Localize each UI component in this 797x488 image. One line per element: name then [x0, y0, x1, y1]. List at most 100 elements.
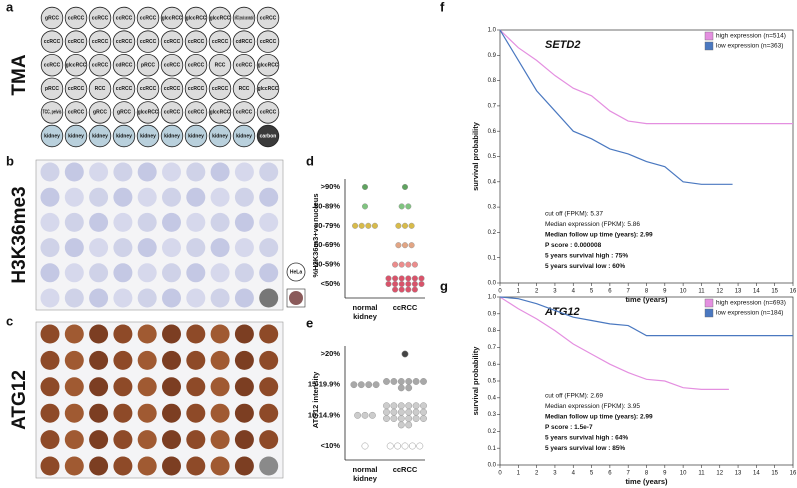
x-tick-label: 7: [627, 471, 631, 477]
atg12-core: [210, 456, 230, 476]
dot: [411, 286, 418, 293]
tma-core: [184, 124, 208, 148]
atg12-core: [137, 324, 157, 344]
y-tick-label: 1.0: [488, 28, 497, 34]
atg12-core: [234, 430, 254, 450]
h3k36me3-core: [64, 187, 84, 207]
dot: [405, 415, 413, 422]
atg12-core: [186, 403, 206, 423]
dot: [386, 442, 394, 450]
annotation: 5 years survival high : 64%: [545, 435, 628, 442]
h3k36me3-core: [162, 187, 181, 207]
dot: [365, 222, 372, 229]
tma-core: [40, 6, 64, 30]
x-tick-label-line: kidney: [353, 312, 378, 321]
y-tick-label: 50-59%: [314, 260, 340, 269]
atg12-core: [64, 377, 84, 397]
atg12-core: [64, 456, 84, 476]
x-tick-label: 9: [663, 471, 667, 477]
tma-core-label: ccRCC: [188, 86, 205, 92]
tma-core-label: ccRCC: [260, 15, 277, 21]
tma-core: [88, 101, 112, 124]
tma-core: [232, 30, 256, 53]
tma-core: [256, 30, 280, 53]
x-tick-label: 4: [572, 289, 576, 295]
h3k36me3-core: [40, 263, 60, 283]
tma-core: [184, 6, 208, 30]
x-tick-label: 16: [790, 289, 797, 295]
dot: [398, 280, 405, 288]
y-tick-label: 0.9: [488, 53, 497, 59]
tma-core: [88, 6, 112, 30]
survival-curve: [499, 29, 793, 125]
y-tick-label: <10%: [321, 441, 341, 450]
tma-core: [64, 30, 88, 53]
tma-core: [160, 53, 184, 77]
dot: [411, 275, 418, 282]
atg12-core: [210, 403, 230, 423]
tma-core-label: glccRCC: [210, 15, 231, 21]
tma-core-label: glccRCC: [210, 110, 231, 116]
y-tick-label: 0.8: [488, 328, 497, 334]
tma-title: TMA: [9, 54, 30, 95]
dot: [361, 411, 369, 419]
tma-core-label: kidney: [92, 133, 108, 139]
h3k36me3-core: [137, 212, 157, 232]
dot: [383, 402, 390, 410]
control-stain: [289, 291, 303, 305]
h3k36me3-core: [89, 162, 109, 182]
dot: [398, 203, 405, 210]
h3k36me3-core: [186, 263, 206, 283]
y-tick-label: 60-69%: [314, 240, 340, 249]
x-tick-label: ccRCC: [393, 465, 418, 474]
tma-core: [112, 124, 136, 148]
annotation: cut off (FPKM): 2.69: [545, 393, 603, 400]
atg12-core: [89, 456, 109, 476]
h3k36me3-core: [64, 162, 84, 182]
y-tick-label: 0.9: [488, 311, 497, 317]
y-tick-label: 0.6: [488, 129, 497, 135]
tma-core-label: ccRCC: [236, 110, 253, 116]
x-tick-label: 3: [553, 289, 557, 295]
panel-label: b: [6, 153, 14, 168]
tma-core-label: chRCC pseudo sarcomatoid: [235, 15, 254, 21]
h3k36me3-core: [89, 238, 109, 258]
tma-core-label: ccRCC: [188, 39, 205, 45]
dot: [412, 408, 420, 416]
tma-core: [256, 6, 280, 30]
y-tick-label: 0.1: [488, 255, 497, 261]
ihc-image: [35, 159, 284, 311]
h3k36me3-core: [162, 162, 181, 182]
atg12-core: [137, 377, 157, 397]
dot: [420, 415, 427, 422]
x-tick-label: 7: [627, 289, 631, 295]
x-tick-label: 14: [753, 289, 760, 295]
tma-core: [208, 101, 232, 124]
atg12-core: [137, 350, 157, 370]
tma-core-label: glccRCC: [162, 15, 183, 21]
atg12-core: [64, 350, 84, 370]
x-tick-label: ccRCC: [393, 303, 418, 312]
h3k36me3-core: [113, 162, 133, 182]
y-tick-label: 15-19.9%: [308, 380, 340, 389]
atg12-core: [210, 430, 230, 450]
tma-core: [136, 101, 160, 124]
tma-core: [184, 101, 208, 124]
h3k36me3-core: [234, 263, 254, 283]
atg12-core: [137, 403, 157, 423]
tma-core: [40, 124, 64, 148]
atg12-core: [137, 456, 157, 476]
atg12-core: [162, 324, 181, 344]
x-tick-label: 8: [645, 289, 649, 295]
atg12-core: [186, 324, 206, 344]
stain-label: H3K36me3: [9, 186, 30, 283]
x-tick-label: 13: [735, 471, 742, 477]
h3k36me3-core: [234, 288, 254, 308]
dot: [398, 286, 405, 293]
tma-core-label: ccRCC: [140, 39, 157, 45]
h3k36me3-core: [210, 187, 230, 207]
h3k36me3-core: [259, 238, 279, 258]
dot: [405, 384, 413, 392]
atg12-core: [113, 430, 133, 450]
atg12-core: [234, 456, 254, 476]
